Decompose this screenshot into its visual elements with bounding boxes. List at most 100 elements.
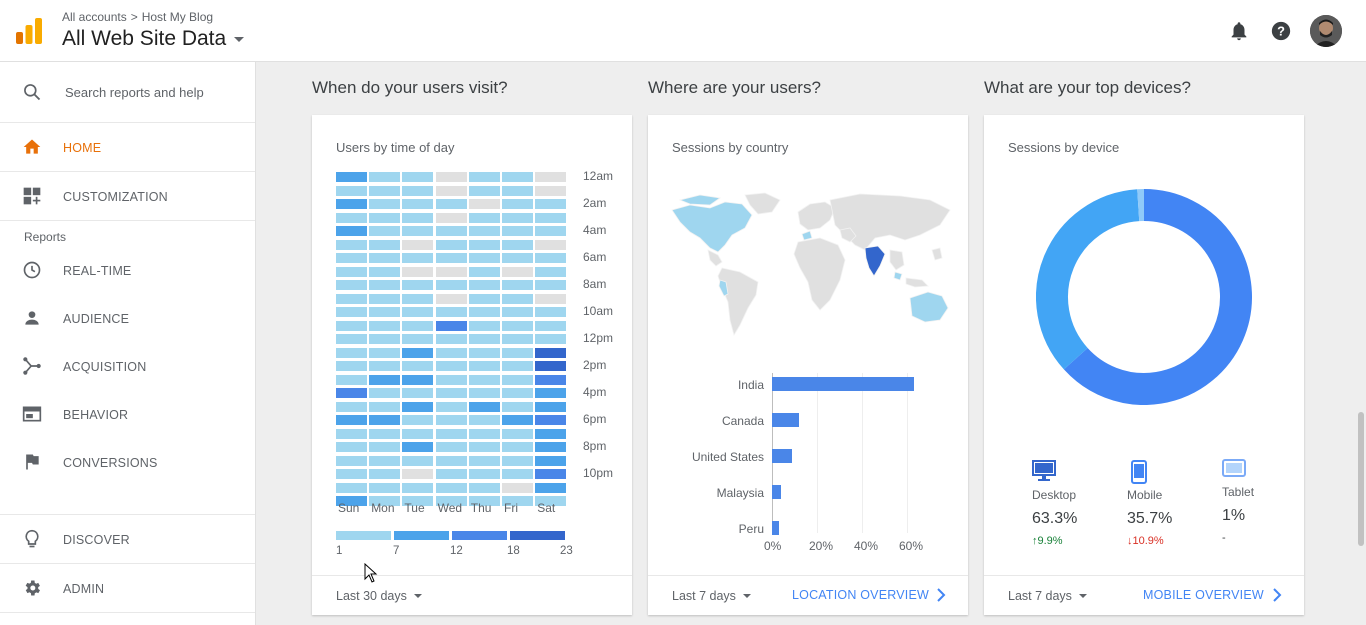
heatmap-cell[interactable]	[336, 469, 367, 479]
heatmap-cell[interactable]	[336, 239, 367, 250]
heatmap-cell[interactable]	[468, 455, 500, 466]
heatmap-cell[interactable]	[535, 280, 567, 290]
avatar[interactable]	[1310, 15, 1342, 47]
nav-customization[interactable]: CUSTOMIZATION	[0, 172, 255, 220]
heatmap-cell[interactable]	[535, 442, 567, 452]
heatmap-cell[interactable]	[468, 347, 500, 358]
heatmap-cell[interactable]	[435, 428, 467, 439]
heatmap-cell[interactable]	[535, 172, 567, 182]
heatmap-cell[interactable]	[468, 482, 500, 493]
heatmap-cell[interactable]	[369, 415, 401, 425]
heatmap-cell[interactable]	[369, 455, 401, 466]
heatmap-cell[interactable]	[369, 199, 401, 209]
country-bar[interactable]	[772, 377, 914, 391]
heatmap-cell[interactable]	[435, 226, 467, 236]
heatmap-cell[interactable]	[535, 388, 567, 398]
heatmap-cell[interactable]	[435, 442, 467, 452]
heatmap-cell[interactable]	[502, 199, 533, 209]
heatmap-cell[interactable]	[535, 266, 567, 277]
heatmap-cell[interactable]	[402, 266, 434, 277]
heatmap-cell[interactable]	[535, 415, 567, 425]
heatmap-cell[interactable]	[369, 442, 401, 452]
heatmap-cell[interactable]	[336, 226, 367, 236]
nav-acquisition[interactable]: ACQUISITION	[0, 342, 255, 390]
chevron-right-icon[interactable]	[934, 587, 948, 603]
heatmap-cell[interactable]	[535, 253, 567, 263]
heatmap-cell[interactable]	[468, 253, 500, 263]
heatmap-cell[interactable]	[502, 253, 533, 263]
heatmap-cell[interactable]	[369, 428, 401, 439]
heatmap-cell[interactable]	[402, 428, 434, 439]
heatmap-cell[interactable]	[369, 347, 401, 358]
heatmap-cell[interactable]	[402, 388, 434, 398]
heatmap-cell[interactable]	[502, 482, 533, 493]
heatmap-cell[interactable]	[369, 280, 401, 290]
heatmap-cell[interactable]	[468, 320, 500, 331]
heatmap-cell[interactable]	[369, 226, 401, 236]
heatmap-cell[interactable]	[402, 172, 434, 182]
nav-conversions[interactable]: CONVERSIONS	[0, 438, 255, 486]
help-icon[interactable]: ?	[1270, 20, 1292, 42]
time-range-dropdown[interactable]: Last 30 days	[336, 589, 422, 603]
chevron-right-icon[interactable]	[1270, 587, 1284, 603]
heatmap-cell[interactable]	[468, 361, 500, 371]
heatmap-cell[interactable]	[502, 320, 533, 331]
nav-audience[interactable]: AUDIENCE	[0, 294, 255, 342]
country-bar[interactable]	[772, 413, 799, 427]
donut-slice-desktop[interactable]	[1063, 189, 1252, 405]
heatmap-cell[interactable]	[435, 347, 467, 358]
heatmap-cell[interactable]	[535, 482, 567, 493]
heatmap-cell[interactable]	[336, 374, 367, 385]
heatmap-cell[interactable]	[468, 212, 500, 223]
heatmap-cell[interactable]	[336, 455, 367, 466]
heatmap-cell[interactable]	[402, 347, 434, 358]
heatmap-cell[interactable]	[435, 266, 467, 277]
heatmap-cell[interactable]	[336, 347, 367, 358]
heatmap-cell[interactable]	[336, 307, 367, 317]
location-range-dropdown[interactable]: Last 7 days	[672, 589, 751, 603]
world-map[interactable]	[670, 190, 968, 342]
heatmap-cell[interactable]	[435, 280, 467, 290]
heatmap-cell[interactable]	[336, 253, 367, 263]
heatmap-cell[interactable]	[435, 374, 467, 385]
mobile-overview-link[interactable]: MOBILE OVERVIEW	[1143, 588, 1264, 602]
heatmap-cell[interactable]	[369, 320, 401, 331]
heatmap-cell[interactable]	[468, 172, 500, 182]
heatmap-cell[interactable]	[535, 199, 567, 209]
heatmap-cell[interactable]	[468, 307, 500, 317]
heatmap-cell[interactable]	[502, 239, 533, 250]
heatmap-cell[interactable]	[369, 361, 401, 371]
page-scrollbar[interactable]	[1358, 412, 1364, 546]
heatmap-cell[interactable]	[435, 496, 467, 506]
heatmap-cell[interactable]	[402, 320, 434, 331]
heatmap-cell[interactable]	[535, 401, 567, 412]
heatmap-cell[interactable]	[502, 374, 533, 385]
heatmap-cell[interactable]	[336, 172, 367, 182]
heatmap-cell[interactable]	[502, 401, 533, 412]
heatmap-cell[interactable]	[502, 280, 533, 290]
heatmap-cell[interactable]	[402, 253, 434, 263]
heatmap-cell[interactable]	[336, 293, 367, 304]
heatmap-cell[interactable]	[402, 415, 434, 425]
location-overview-link[interactable]: LOCATION OVERVIEW	[792, 588, 929, 602]
heatmap-cell[interactable]	[502, 347, 533, 358]
heatmap-cell[interactable]	[535, 469, 567, 479]
heatmap-cell[interactable]	[502, 496, 533, 506]
heatmap-cell[interactable]	[502, 361, 533, 371]
heatmap-cell[interactable]	[402, 185, 434, 196]
heatmap-cell[interactable]	[435, 307, 467, 317]
heatmap-cell[interactable]	[435, 199, 467, 209]
heatmap-cell[interactable]	[369, 496, 401, 506]
heatmap-cell[interactable]	[468, 469, 500, 479]
heatmap-cell[interactable]	[535, 320, 567, 331]
heatmap-cell[interactable]	[535, 185, 567, 196]
heatmap-cell[interactable]	[502, 172, 533, 182]
heatmap-cell[interactable]	[369, 469, 401, 479]
heatmap-cell[interactable]	[336, 212, 367, 223]
heatmap-cell[interactable]	[402, 334, 434, 344]
bell-icon[interactable]	[1228, 20, 1250, 42]
heatmap-cell[interactable]	[369, 185, 401, 196]
heatmap-cell[interactable]	[402, 280, 434, 290]
nav-discover[interactable]: DISCOVER	[0, 515, 255, 563]
heatmap-cell[interactable]	[435, 415, 467, 425]
